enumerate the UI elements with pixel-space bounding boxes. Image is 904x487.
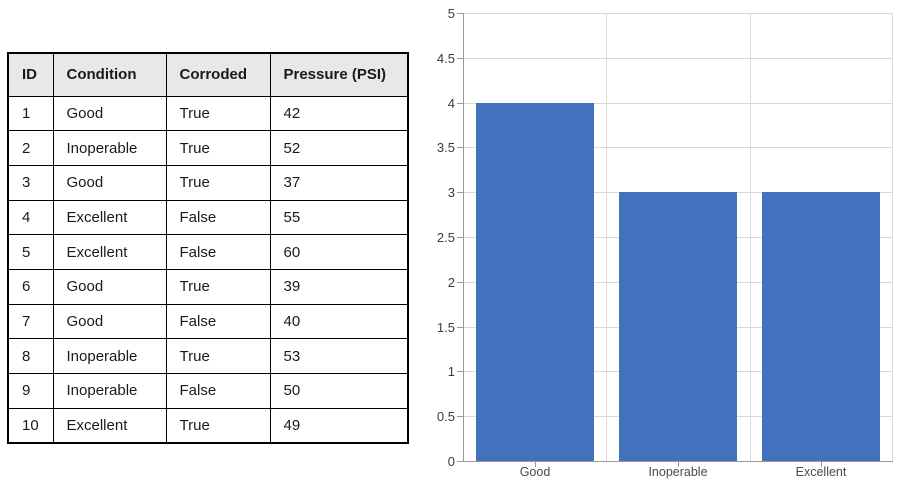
v-gridline xyxy=(606,13,607,461)
table-cell: False xyxy=(165,199,271,236)
y-axis-tick xyxy=(457,282,463,283)
table-cell: 1 xyxy=(7,95,54,132)
table-header-row: ID Condition Corroded Pressure (PSI) xyxy=(7,52,409,97)
table-cell: True xyxy=(165,95,271,132)
table-cell: False xyxy=(165,303,271,340)
table-cell: Inoperable xyxy=(52,130,167,166)
table-cell: 60 xyxy=(269,234,409,270)
y-axis-tick xyxy=(457,461,463,462)
y-axis-line xyxy=(463,13,464,461)
bar-good xyxy=(476,103,594,461)
table-cell: Inoperable xyxy=(52,373,167,409)
x-axis-category-label: Good xyxy=(519,465,551,479)
h-gridline xyxy=(463,103,893,104)
column-header-id: ID xyxy=(7,52,54,97)
table-cell: True xyxy=(165,164,271,201)
y-axis-tick xyxy=(457,327,463,328)
y-axis-tick-label: 4 xyxy=(447,96,455,111)
y-axis-tick-label: 1 xyxy=(447,364,455,379)
table-cell: True xyxy=(165,338,271,374)
column-header-corroded: Corroded xyxy=(165,52,271,97)
table-cell: 49 xyxy=(269,407,409,444)
y-axis-tick xyxy=(457,58,463,59)
plot-area: 5 4.5 4 3.5 3 2.5 2 1.5 1 0.5 0 Good Inoperable Excel… xyxy=(437,6,893,479)
table-cell: Excellent xyxy=(52,199,167,236)
table-row: 9 Inoperable False 50 xyxy=(7,373,409,409)
table-cell: 50 xyxy=(269,373,409,409)
table-cell: False xyxy=(165,234,271,270)
table-cell: 42 xyxy=(269,95,409,132)
table-cell: 9 xyxy=(7,373,54,409)
y-axis-tick xyxy=(457,371,463,372)
y-axis-tick xyxy=(457,103,463,104)
y-axis-tick-label: 0 xyxy=(447,454,455,469)
table-row: 5 Excellent False 60 xyxy=(7,234,409,270)
y-axis-tick-label: 2 xyxy=(447,275,455,290)
x-axis-tick xyxy=(678,461,679,467)
bar-excellent xyxy=(762,192,880,461)
table-row: 1 Good True 42 xyxy=(7,95,409,132)
condition-bar-chart: 5 4.5 4 3.5 3 2.5 2 1.5 1 0.5 0 Good Inoperable Excel… xyxy=(430,0,904,487)
x-axis-category-label: Excellent xyxy=(795,465,847,479)
column-header-pressure-psi: Pressure (PSI) xyxy=(269,52,409,97)
table-row: 4 Excellent False 55 xyxy=(7,199,409,236)
table-cell: 37 xyxy=(269,164,409,201)
table-cell: 4 xyxy=(7,199,54,236)
table-cell: 40 xyxy=(269,303,409,340)
y-axis-tick xyxy=(457,237,463,238)
table-row: 3 Good True 37 xyxy=(7,164,409,201)
y-axis-tick-label: 4.5 xyxy=(436,51,455,66)
y-axis-tick-label: 3 xyxy=(447,185,455,200)
y-axis-tick xyxy=(457,192,463,193)
table-cell: 5 xyxy=(7,234,54,270)
table-cell: True xyxy=(165,407,271,444)
table-cell: Inoperable xyxy=(52,338,167,374)
bar-inoperable xyxy=(619,192,737,461)
x-axis-tick xyxy=(821,461,822,467)
y-axis-tick xyxy=(457,416,463,417)
x-axis-category-label: Inoperable xyxy=(648,465,708,479)
column-header-condition: Condition xyxy=(52,52,167,97)
x-axis-tick xyxy=(535,461,536,467)
table-cell: Excellent xyxy=(52,407,167,444)
h-gridline xyxy=(463,13,893,14)
table-cell: 39 xyxy=(269,268,409,305)
table-cell: True xyxy=(165,268,271,305)
y-axis-tick-label: 3.5 xyxy=(436,140,455,155)
pipe-data-table-wrap: ID Condition Corroded Pressure (PSI) 1 Good T… xyxy=(7,52,409,444)
y-axis-tick-label: 1.5 xyxy=(436,320,455,335)
table-row: 10 Excellent True 49 xyxy=(7,407,409,444)
y-axis-tick xyxy=(457,13,463,14)
h-gridline xyxy=(463,147,893,148)
table-cell: Good xyxy=(52,164,167,201)
table-row: 8 Inoperable True 53 xyxy=(7,338,409,374)
table-cell: Excellent xyxy=(52,234,167,270)
table-cell: 7 xyxy=(7,303,54,340)
y-axis-tick-label: 0.5 xyxy=(436,409,455,424)
table-cell: Good xyxy=(52,303,167,340)
pipe-data-table: ID Condition Corroded Pressure (PSI) 1 Good T… xyxy=(7,52,409,444)
table-cell: 53 xyxy=(269,338,409,374)
table-row: 6 Good True 39 xyxy=(7,268,409,305)
table-row: 2 Inoperable True 52 xyxy=(7,130,409,166)
v-gridline xyxy=(892,13,893,461)
table-cell: 8 xyxy=(7,338,54,374)
table-cell: Good xyxy=(52,95,167,132)
table-cell: 3 xyxy=(7,164,54,201)
v-gridline xyxy=(750,13,751,461)
table-row: 7 Good False 40 xyxy=(7,303,409,340)
table-cell: True xyxy=(165,130,271,166)
table-cell: 10 xyxy=(7,407,54,444)
y-axis-tick-label: 5 xyxy=(447,6,455,21)
table-cell: 55 xyxy=(269,199,409,236)
table-cell: 6 xyxy=(7,268,54,305)
h-gridline xyxy=(463,58,893,59)
table-cell: Good xyxy=(52,268,167,305)
table-cell: 2 xyxy=(7,130,54,166)
y-axis-tick-label: 2.5 xyxy=(436,230,455,245)
table-cell: 52 xyxy=(269,130,409,166)
y-axis-tick xyxy=(457,147,463,148)
table-cell: False xyxy=(165,373,271,409)
